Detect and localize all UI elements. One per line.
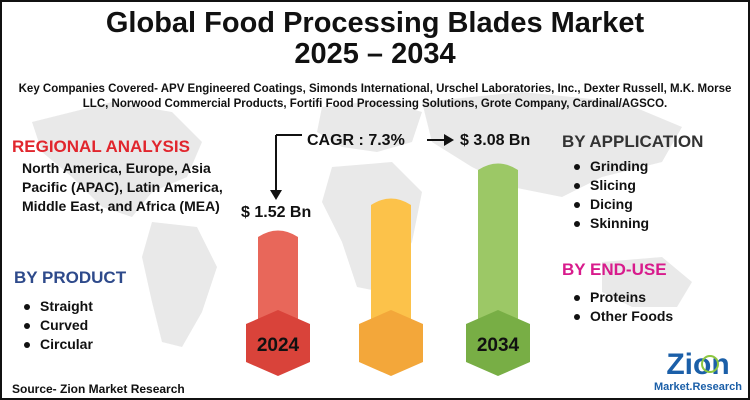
application-item-label: Dicing [590,196,633,212]
zion-logo: Zion Market.Research [654,348,742,393]
pillar-2024 [258,230,298,324]
key-companies-text: Key Companies Covered- APV Engineered Co… [18,83,732,110]
bullet-icon [574,182,580,189]
arrow-right-icon [444,134,454,146]
regional-analysis-text: North America, Europe, Asia Pacific (APA… [22,160,223,214]
pillar-2034 [478,163,518,324]
list-item: Straight [20,297,93,316]
bullet-icon [574,220,580,227]
bullet-icon [574,163,580,170]
bullet-icon [24,303,30,310]
product-item-label: Straight [40,298,93,314]
end-value-label: $ 3.08 Bn [460,132,530,149]
bullet-icon [574,294,580,301]
end-use-item-label: Proteins [590,289,647,305]
hexagon-2024 [246,310,310,376]
product-list: Straight Curved Circular [20,297,93,354]
product-item-label: Curved [40,317,89,333]
year-2034-label: 2034 [477,335,520,356]
logo-subtitle: Market.Research [654,381,742,393]
list-item: Dicing [570,195,649,214]
bullet-icon [574,201,580,208]
application-item-label: Skinning [590,215,650,231]
application-item-label: Slicing [590,177,636,193]
product-item-label: Circular [40,336,93,352]
year-2024-label: 2024 [257,335,300,356]
pillar-middle [371,198,411,324]
regional-analysis-heading: REGIONAL ANALYSIS [12,137,190,156]
list-item: Curved [20,316,93,335]
hexagon-middle [359,310,423,376]
end-use-item-label: Other Foods [590,308,674,324]
list-item: Grinding [570,157,649,176]
end-use-list: Proteins Other Foods [570,288,673,326]
bullet-icon [24,341,30,348]
list-item: Circular [20,335,93,354]
by-application-heading: BY APPLICATION [562,132,704,151]
bullet-icon [24,322,30,329]
logo-name: Zion [666,348,729,381]
by-end-use-heading: BY END-USE [562,260,667,279]
application-item-label: Grinding [590,158,649,174]
source-text: Source- Zion Market Research [12,382,185,396]
start-value-label: $ 1.52 Bn [241,204,311,221]
list-item: Slicing [570,176,649,195]
title-line-1: Global Food Processing Blades Market [105,7,645,39]
application-list: Grinding Slicing Dicing Skinning [570,157,649,233]
list-item: Other Foods [570,307,673,326]
list-item: Skinning [570,214,649,233]
hexagon-2034 [466,310,530,376]
logo-globe-icon [701,355,719,373]
list-item: Proteins [570,288,673,307]
cagr-label: CAGR : 7.3% [307,132,405,149]
by-product-heading: BY PRODUCT [14,268,127,287]
bullet-icon [574,313,580,320]
page-title: Global Food Processing Blades Market 202… [2,8,748,70]
arrow-down-icon [270,190,282,200]
title-line-2: 2025 – 2034 [294,38,456,70]
